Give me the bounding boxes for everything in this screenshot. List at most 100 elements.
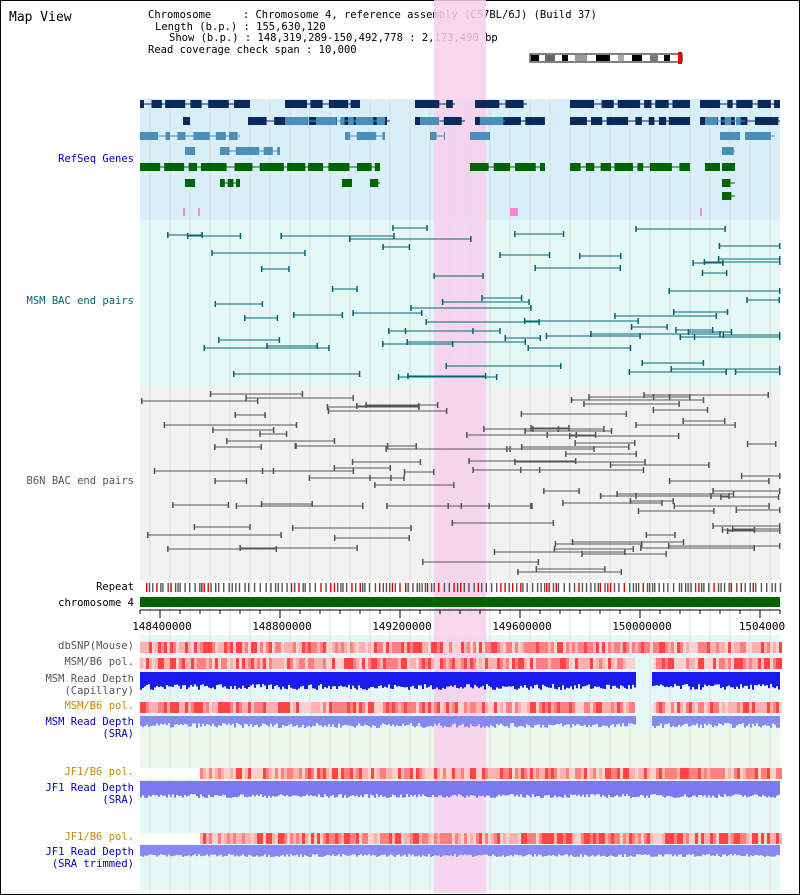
jf1-pol-strip	[704, 768, 707, 779]
msm-pol-strip	[767, 658, 770, 669]
jf1-pol2-strip	[443, 833, 446, 844]
msm-pol-strip	[224, 658, 227, 669]
msm-depth-cap-bar	[338, 672, 340, 687]
msm-pol-strip	[488, 658, 491, 669]
msm-pol-strip	[515, 658, 518, 669]
msm-depth-cap-bar	[200, 672, 202, 686]
dbsnp-strip	[698, 642, 701, 653]
msm-pol2-strip	[575, 702, 578, 713]
jf1-depth-trim-bar	[154, 845, 156, 855]
msm-pol-strip	[401, 658, 404, 669]
msm-depth-sra-bar	[238, 716, 240, 725]
jf1-depth-trim-bar	[514, 845, 516, 855]
b6n-bac-pair-end	[466, 432, 468, 438]
msm-depth-sra-bar	[610, 716, 612, 726]
msm-depth-sra-bar	[728, 716, 730, 724]
jf1-depth-trim-bar	[458, 845, 460, 856]
msm-depth-sra-bar	[452, 716, 454, 725]
jf1-depth-sra-bar	[426, 781, 428, 798]
jf1-depth-sra-bar	[702, 781, 704, 797]
repeat-element	[184, 583, 186, 592]
msm-depth-sra-bar	[306, 716, 308, 727]
repeat-element	[480, 583, 483, 592]
dbsnp-strip	[257, 642, 260, 653]
jf1-depth-sra-bar	[436, 781, 438, 798]
jf1-depth-sra-bar	[184, 781, 186, 795]
msm-depth-cap-bar	[704, 672, 706, 685]
msm-depth-sra-bar	[180, 716, 182, 725]
b6n-bac-pair-end	[571, 539, 574, 545]
msm-pol-strip	[545, 658, 548, 669]
repeat-element	[700, 583, 703, 592]
jf1-depth-trim-bar	[182, 845, 184, 857]
jf1-depth-sra-bar	[610, 781, 612, 798]
repeat-element	[359, 583, 361, 592]
msm-depth-sra-bar	[618, 716, 620, 724]
msm-pol2-strip	[566, 702, 569, 713]
jf1-depth-sra-bar	[348, 781, 350, 797]
jf1-depth-sra-bar	[376, 781, 378, 795]
repeat-element	[557, 583, 560, 592]
msm-pol2-strip	[578, 702, 581, 713]
msm-pol-strip	[344, 658, 347, 669]
jf1-depth-sra-bar	[544, 781, 546, 796]
msm-depth-cap-bar	[518, 672, 520, 689]
msm-depth-cap-bar	[516, 672, 518, 690]
jf1-pol2-strip	[710, 833, 713, 844]
dbsnp-strip	[248, 642, 251, 653]
jf1-pol-strip	[752, 768, 755, 779]
jf1-depth-trim-bar	[744, 845, 746, 857]
msm-bac-pair-end	[421, 310, 423, 316]
msm-bac-pair-end	[514, 231, 516, 237]
jf1-depth-trim-bar	[390, 845, 392, 855]
jf1-depth-sra-bar	[428, 781, 430, 798]
msm-depth-sra-bar	[480, 716, 482, 728]
msm-pol-strip	[548, 658, 551, 669]
jf1-depth-sra-bar	[362, 781, 364, 798]
jf1-depth-trim-bar	[604, 845, 606, 857]
jf1-depth-sra-bar	[756, 781, 758, 795]
b6n-bac-pair-end	[245, 395, 247, 401]
jf1-depth-trim-bar	[764, 845, 766, 857]
b6n-bac-pair-end	[674, 532, 676, 538]
jf1-depth-sra-bar	[288, 781, 290, 797]
jf1-depth-trim-bar	[562, 845, 564, 856]
msm-depth-cap-bar	[694, 672, 696, 690]
jf1-depth-trim-bar	[184, 845, 186, 856]
jf1-pol-strip	[251, 768, 254, 779]
msm-pol2-strip	[524, 702, 527, 713]
gene-exon	[287, 163, 306, 171]
msm-pol-strip	[446, 658, 449, 669]
msm-depth-cap-bar	[266, 672, 268, 690]
gene-exon	[525, 117, 545, 125]
jf1-pol-strip	[527, 768, 530, 779]
jf1-depth-sra-bar	[232, 781, 234, 798]
msm-pol2-strip	[332, 702, 335, 713]
msm-depth-cap-bar	[658, 672, 660, 686]
msm-pol2-strip	[344, 702, 347, 713]
msm-pol2-strip	[563, 702, 566, 713]
dbsnp-strip	[632, 642, 635, 653]
dbsnp-strip	[473, 642, 476, 653]
jf1-depth-trim-bar	[222, 845, 224, 857]
jf1-depth-trim-bar	[412, 845, 414, 855]
dbsnp-strip	[629, 642, 632, 653]
gene-exon	[185, 147, 195, 155]
track-label-jf1-depth-sra: JF1 Read Depth (SRA)	[45, 782, 134, 806]
repeat-element	[394, 583, 397, 592]
msm-bac-pair-end	[722, 332, 725, 338]
msm-depth-sra-bar	[486, 716, 488, 727]
msm-bac-pair-end	[499, 252, 501, 258]
jf1-depth-sra-bar	[580, 781, 582, 797]
msm-depth-sra-bar	[588, 716, 590, 725]
jf1-pol-strip	[413, 768, 416, 779]
msm-pol-strip	[326, 658, 329, 669]
info-chromosome: Chromosome : Chromosome 4, reference ass…	[148, 9, 597, 21]
jf1-depth-trim-bar	[584, 845, 586, 855]
repeat-element	[613, 583, 616, 592]
jf1-pol-strip	[395, 768, 398, 779]
msm-pol2-strip	[218, 702, 221, 713]
jf1-pol2-strip	[719, 833, 722, 844]
msm-pol-strip	[443, 658, 446, 669]
